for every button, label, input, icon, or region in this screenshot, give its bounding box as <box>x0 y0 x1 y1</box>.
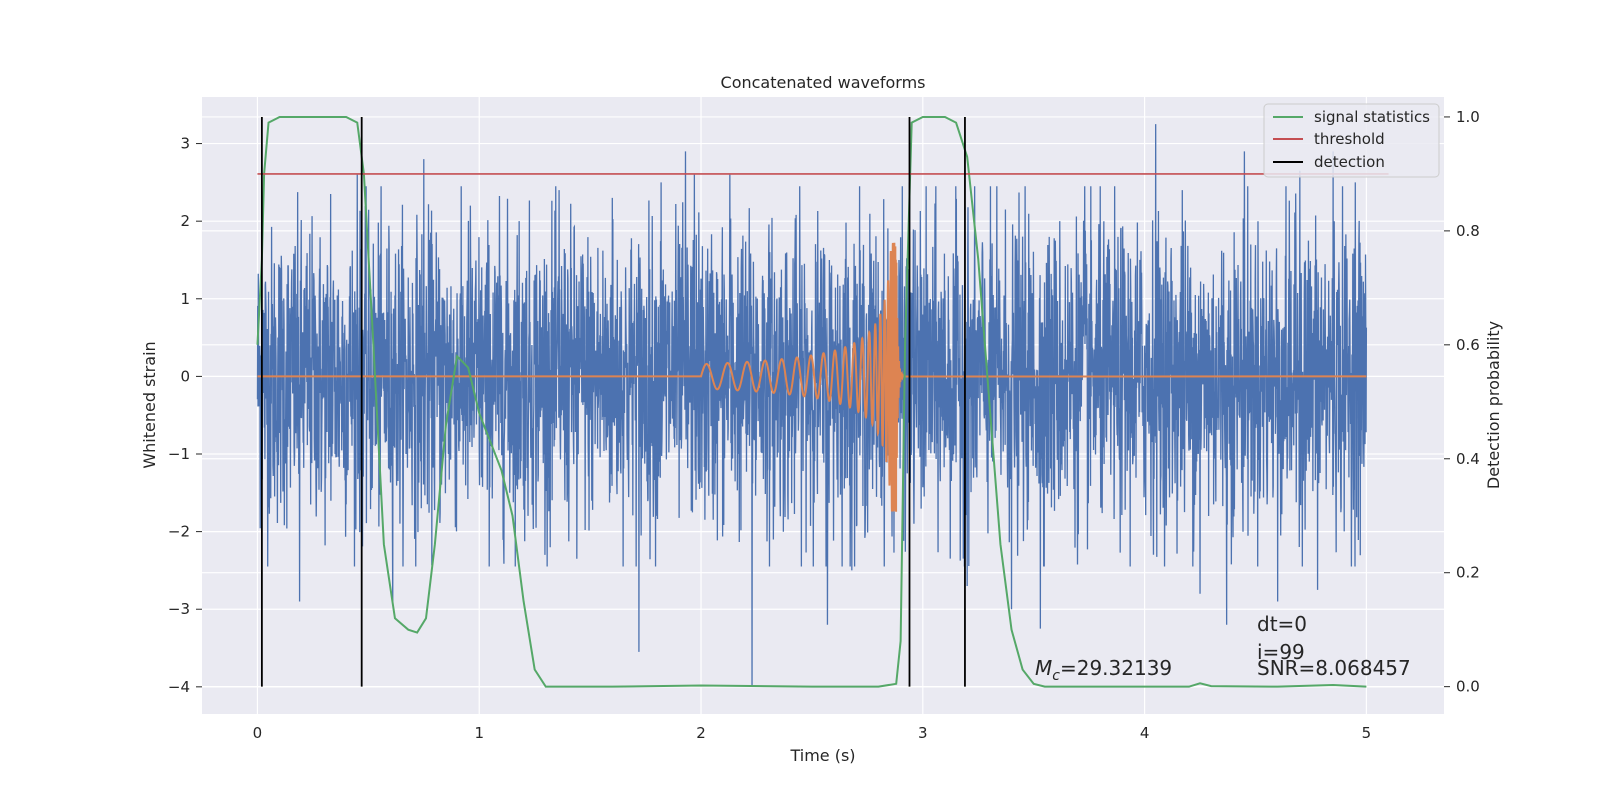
y-tick-label: −4 <box>168 678 190 696</box>
y-tick-label: −3 <box>168 600 190 618</box>
x-tick-label: 3 <box>918 724 928 742</box>
annotation-index: i=99 <box>1257 640 1305 664</box>
legend-label-detection: detection <box>1314 153 1385 171</box>
series-detection <box>260 116 966 687</box>
annotation-snr: SNR=8.068457 <box>1257 656 1411 680</box>
y2-tick-label: 0.6 <box>1456 336 1480 354</box>
legend-label-threshold: threshold <box>1314 130 1385 148</box>
y2-tick-label: 0.8 <box>1456 222 1480 240</box>
legend-box <box>1263 103 1440 178</box>
annotation-chirp-mass-value: =29.32139 <box>1060 656 1172 680</box>
x-tick-label: 4 <box>1140 724 1150 742</box>
chart-title: Concatenated waveforms <box>721 73 926 92</box>
ticks: 0 1 2 3 4 5 −4 −3 −2 −1 0 1 2 3 0.0 0.2 0.4 0.6 0.8 1.0 <box>168 108 1480 742</box>
y2-tick-label: 1.0 <box>1456 108 1480 126</box>
y-tick-label: −2 <box>168 523 190 541</box>
y-axis-label: Whitened strain <box>140 341 159 468</box>
legend-label-signal-statistics: signal statistics <box>1314 108 1430 126</box>
y2-tick-label: 0.4 <box>1456 450 1480 468</box>
mc-symbol: M <box>1035 656 1052 680</box>
y-tick-label: 3 <box>180 135 190 153</box>
series-whitened-strain <box>256 124 1368 687</box>
annotation-dt: dt=0 <box>1257 612 1307 636</box>
plot-marks <box>256 115 1389 688</box>
y2-tick-label: 0.0 <box>1456 678 1480 696</box>
x-axis-label: Time (s) <box>789 746 855 765</box>
mc-subscript: c <box>1052 668 1060 684</box>
x-tick-label: 1 <box>474 724 484 742</box>
y2-axis-label: Detection probability <box>1484 321 1503 489</box>
x-tick-label: 2 <box>696 724 706 742</box>
x-tick-label: 5 <box>1362 724 1372 742</box>
annotations: Mc=29.32139 dt=0 i=99 SNR=8.068457 <box>1035 612 1411 684</box>
x-tick-label: 0 <box>253 724 263 742</box>
legend: signal statistics threshold detection <box>1263 103 1440 178</box>
y-tick-label: 2 <box>180 212 190 230</box>
y-tick-label: −1 <box>168 445 190 463</box>
y-tick-label: 1 <box>180 290 190 308</box>
annotation-chirp-mass: Mc=29.32139 <box>1035 656 1172 684</box>
y2-tick-label: 0.2 <box>1456 564 1480 582</box>
series-template-waveform <box>257 242 1367 512</box>
y-tick-label: 0 <box>180 367 190 385</box>
